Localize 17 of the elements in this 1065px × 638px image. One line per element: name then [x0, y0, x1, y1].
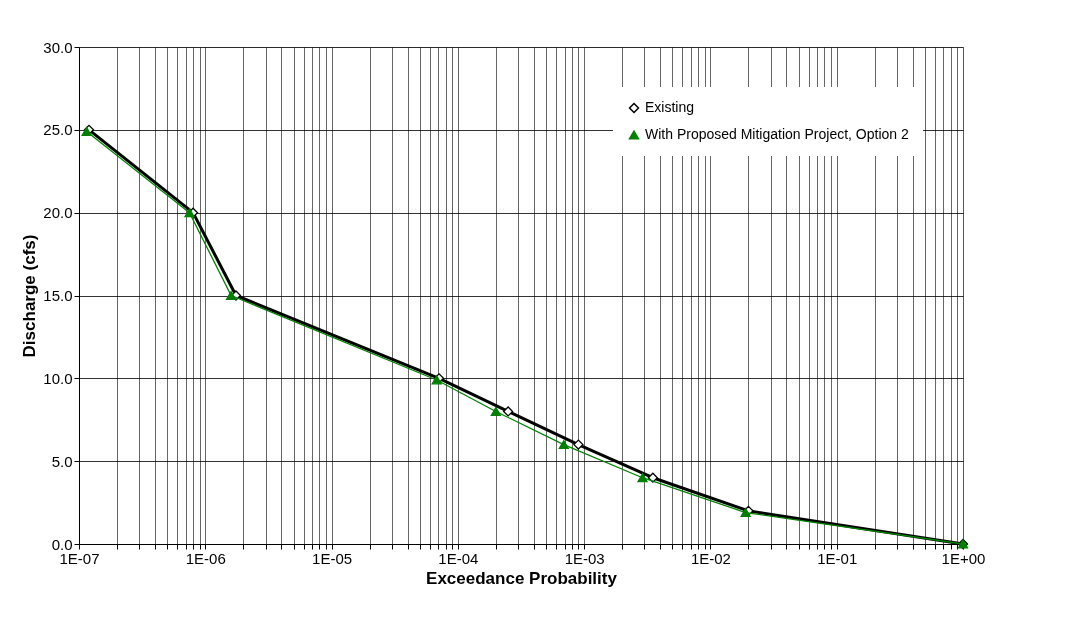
x-tick-label: 1E-02 — [690, 549, 731, 567]
x-tick-label: 1E-04 — [438, 549, 479, 567]
y-tick-label: 10.0 — [43, 369, 73, 387]
x-tick-label: 1E-06 — [185, 549, 226, 567]
x-tick-label: 1E-05 — [312, 549, 353, 567]
y-tick-label: 20.0 — [43, 204, 73, 222]
legend-label: Existing — [645, 99, 695, 115]
y-tick-label: 15.0 — [43, 287, 73, 304]
x-tick-label: 1E-03 — [564, 549, 605, 567]
x-tick-label: 1E+00 — [941, 549, 986, 567]
x-axis-title: Exceedance Probability — [426, 568, 618, 588]
y-tick-label: 30.0 — [43, 38, 73, 56]
x-tick-label: 1E-01 — [817, 549, 858, 567]
legend-label: With Proposed Mitigation Project, Option 2 — [645, 126, 910, 142]
y-axis-title: Discharge (cfs) — [20, 234, 40, 358]
y-tick-label: 5.0 — [51, 452, 73, 470]
y-tick-label: 25.0 — [43, 121, 73, 139]
